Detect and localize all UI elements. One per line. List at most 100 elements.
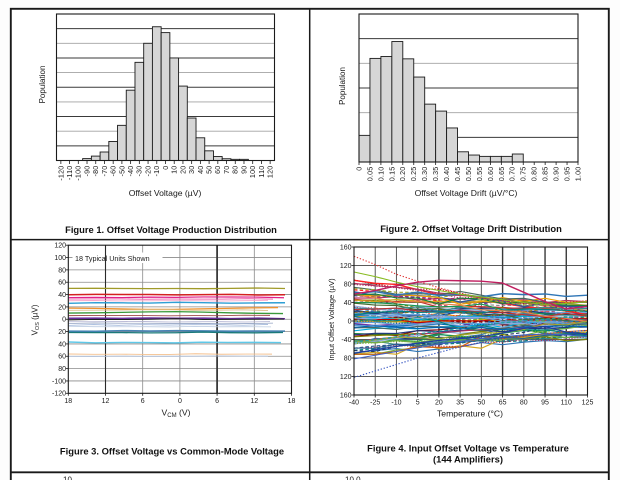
svg-text:-90: -90 bbox=[82, 166, 91, 177]
svg-text:Offset Voltage (µV): Offset Voltage (µV) bbox=[129, 188, 202, 198]
svg-text:-25: -25 bbox=[370, 400, 380, 407]
svg-text:Temperature (°C): Temperature (°C) bbox=[437, 409, 503, 419]
svg-text:60: 60 bbox=[213, 166, 222, 174]
svg-text:0.65: 0.65 bbox=[497, 167, 506, 182]
svg-text:125: 125 bbox=[582, 400, 594, 407]
svg-text:1.00: 1.00 bbox=[573, 167, 582, 182]
svg-text:20: 20 bbox=[58, 304, 66, 311]
svg-text:Population: Population bbox=[38, 66, 47, 104]
svg-text:80: 80 bbox=[520, 400, 528, 407]
svg-text:-40: -40 bbox=[341, 337, 351, 344]
svg-text:Figure 1. Offset Voltage Produ: Figure 1. Offset Voltage Production Dist… bbox=[65, 224, 277, 235]
svg-text:-40: -40 bbox=[126, 166, 135, 177]
svg-text:(144 Amplifiers): (144 Amplifiers) bbox=[433, 454, 503, 465]
svg-text:0.55: 0.55 bbox=[475, 167, 484, 182]
svg-text:0.60: 0.60 bbox=[486, 167, 495, 182]
svg-text:0.45: 0.45 bbox=[453, 167, 462, 182]
svg-text:120: 120 bbox=[266, 166, 275, 179]
svg-text:Input Offset Voltage (µV): Input Offset Voltage (µV) bbox=[327, 278, 336, 361]
svg-text:12: 12 bbox=[250, 398, 258, 405]
svg-text:160: 160 bbox=[340, 244, 352, 251]
svg-text:0: 0 bbox=[348, 318, 352, 325]
svg-text:Figure 3. Offset Voltage vs Co: Figure 3. Offset Voltage vs Common-Mode … bbox=[60, 446, 284, 457]
svg-text:50: 50 bbox=[477, 400, 485, 407]
svg-text:5: 5 bbox=[416, 400, 420, 407]
svg-text:18: 18 bbox=[64, 398, 72, 405]
svg-text:20: 20 bbox=[178, 166, 187, 174]
svg-text:95: 95 bbox=[541, 400, 549, 407]
svg-text:0.50: 0.50 bbox=[464, 167, 473, 182]
svg-text:110: 110 bbox=[257, 166, 266, 178]
svg-text:-30: -30 bbox=[135, 166, 144, 177]
svg-text:-40: -40 bbox=[349, 400, 359, 407]
svg-text:40: 40 bbox=[58, 292, 66, 299]
svg-text:160: 160 bbox=[340, 392, 352, 399]
svg-text:90: 90 bbox=[239, 166, 248, 174]
svg-text:70: 70 bbox=[222, 166, 231, 174]
svg-text:VOS (µV): VOS (µV) bbox=[31, 304, 42, 335]
svg-text:-60: -60 bbox=[109, 166, 118, 177]
svg-text:6: 6 bbox=[215, 398, 219, 405]
svg-text:60: 60 bbox=[58, 280, 66, 287]
svg-text:-80: -80 bbox=[91, 166, 100, 177]
svg-text:12: 12 bbox=[102, 398, 110, 405]
svg-text:110: 110 bbox=[561, 400, 572, 407]
svg-text:0.25: 0.25 bbox=[409, 167, 418, 182]
svg-text:10: 10 bbox=[63, 475, 72, 480]
svg-text:20: 20 bbox=[435, 400, 443, 407]
svg-text:120: 120 bbox=[54, 243, 66, 250]
svg-text:100: 100 bbox=[54, 255, 66, 262]
svg-text:Figure 4. Input Offset Voltage: Figure 4. Input Offset Voltage vs Temper… bbox=[367, 443, 569, 454]
svg-text:18 Typical Units Shown: 18 Typical Units Shown bbox=[75, 254, 150, 263]
svg-text:20: 20 bbox=[58, 329, 66, 336]
svg-text:0.35: 0.35 bbox=[431, 167, 440, 182]
svg-text:80: 80 bbox=[344, 281, 352, 288]
svg-text:35: 35 bbox=[456, 400, 464, 407]
svg-text:65: 65 bbox=[499, 400, 507, 407]
svg-text:0: 0 bbox=[62, 317, 66, 324]
svg-text:80: 80 bbox=[58, 267, 66, 274]
svg-text:10: 10 bbox=[170, 166, 179, 174]
svg-text:0.95: 0.95 bbox=[562, 167, 571, 182]
svg-text:-10: -10 bbox=[152, 166, 161, 177]
svg-text:0.70: 0.70 bbox=[508, 167, 517, 182]
svg-text:0.85: 0.85 bbox=[541, 167, 550, 182]
svg-text:0.80: 0.80 bbox=[530, 167, 539, 182]
svg-text:80: 80 bbox=[58, 366, 66, 373]
svg-text:0.20: 0.20 bbox=[398, 167, 407, 182]
svg-text:60: 60 bbox=[58, 354, 66, 361]
svg-text:6: 6 bbox=[141, 398, 145, 405]
svg-text:0.30: 0.30 bbox=[420, 167, 429, 182]
svg-text:0: 0 bbox=[161, 166, 170, 170]
svg-text:-10: -10 bbox=[391, 400, 401, 407]
svg-text:Offset Voltage Drift (µV/°C): Offset Voltage Drift (µV/°C) bbox=[415, 188, 518, 198]
svg-text:80: 80 bbox=[231, 166, 240, 174]
svg-text:-70: -70 bbox=[100, 166, 109, 177]
svg-text:0.90: 0.90 bbox=[552, 167, 561, 182]
svg-text:-110: -110 bbox=[65, 166, 74, 181]
svg-text:VCM (V): VCM (V) bbox=[162, 408, 191, 420]
svg-text:40: 40 bbox=[196, 166, 205, 174]
svg-text:0: 0 bbox=[178, 398, 182, 405]
svg-text:-100: -100 bbox=[74, 166, 83, 181]
svg-text:0.05: 0.05 bbox=[365, 167, 374, 182]
svg-text:40: 40 bbox=[58, 341, 66, 348]
svg-text:0.10: 0.10 bbox=[376, 167, 385, 182]
svg-text:0: 0 bbox=[354, 167, 363, 171]
svg-text:120: 120 bbox=[340, 374, 352, 381]
svg-text:Figure 2. Offset Voltage Drift: Figure 2. Offset Voltage Drift Distribut… bbox=[380, 223, 562, 234]
svg-text:-100: -100 bbox=[52, 378, 66, 385]
svg-text:-120: -120 bbox=[52, 391, 66, 398]
svg-text:-20: -20 bbox=[143, 166, 152, 177]
svg-text:0.40: 0.40 bbox=[442, 167, 451, 182]
svg-text:30: 30 bbox=[187, 166, 196, 174]
svg-text:40: 40 bbox=[344, 300, 352, 307]
svg-text:18: 18 bbox=[288, 398, 296, 405]
svg-text:0.15: 0.15 bbox=[387, 167, 396, 182]
svg-text:50: 50 bbox=[205, 166, 214, 174]
svg-text:120: 120 bbox=[340, 263, 352, 270]
svg-text:-50: -50 bbox=[117, 166, 126, 177]
svg-text:80: 80 bbox=[344, 355, 352, 362]
svg-text:10.0: 10.0 bbox=[345, 475, 361, 480]
svg-text:-120: -120 bbox=[56, 166, 65, 181]
